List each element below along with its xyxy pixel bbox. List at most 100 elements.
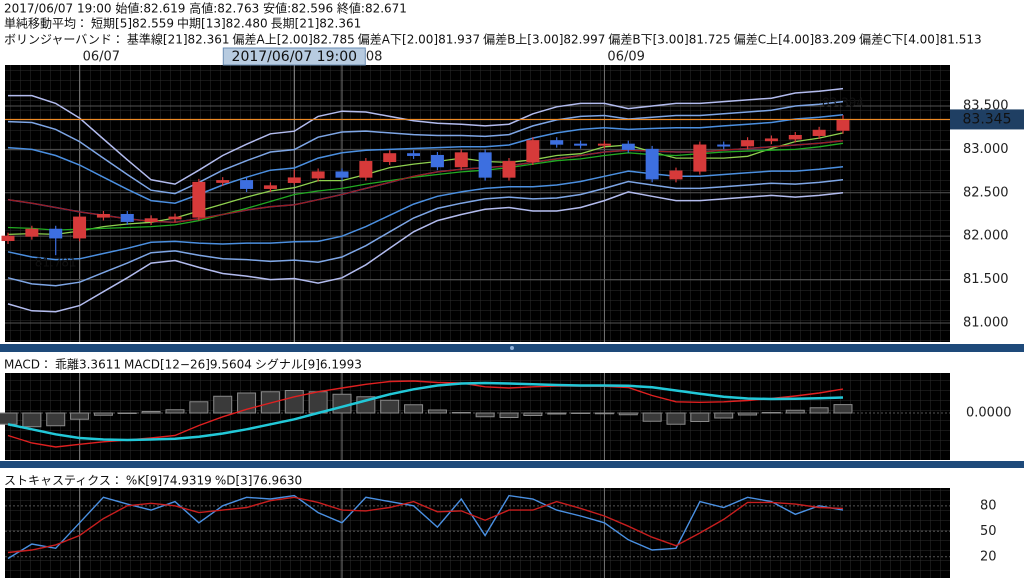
candle-body: [621, 143, 635, 150]
candle-body: [168, 216, 182, 220]
histogram-bar: [714, 412, 734, 419]
indicator-line: [7, 494, 844, 560]
legend-entry: 長期[21]82.361: [271, 17, 362, 31]
candle-body: [311, 171, 325, 179]
candle-body: [836, 118, 850, 131]
plot-grid-pattern: [5, 488, 950, 578]
bollinger-line: [7, 165, 844, 261]
y-tick-label: 20: [980, 549, 997, 564]
legend-title: 単純移動平均：: [4, 17, 88, 31]
histogram-bar: [523, 412, 543, 416]
candle-body: [717, 144, 731, 147]
legend-entry: 偏差C上[4.00]83.209: [734, 33, 856, 47]
x-tick-label: 06/09: [607, 50, 644, 65]
indicator-line: [7, 496, 844, 554]
candle-body: [144, 218, 158, 222]
y-tick-label: 82.000: [963, 229, 1009, 244]
legend-entry: 基準線[21]82.361: [127, 32, 230, 47]
candle-body: [502, 161, 516, 178]
histogram-bar: [761, 412, 781, 414]
histogram-bar: [809, 407, 829, 414]
cursor-label-box: [222, 47, 366, 66]
legend-entry: 短期[5]82.559: [91, 17, 174, 31]
candle-body: [788, 134, 802, 140]
histogram-bar: [642, 412, 662, 422]
legend-entry: 偏差B下[3.00]81.725: [608, 33, 730, 47]
candle-body: [25, 228, 39, 237]
bollinger-line: [8, 87, 844, 185]
panel-title: MACD：: [4, 358, 52, 372]
legend-entry: %D[3]76.9630: [215, 474, 302, 488]
candle-body: [359, 161, 373, 178]
histogram-bar: [618, 412, 638, 416]
histogram-bar: [666, 412, 686, 425]
candle-body: [216, 180, 230, 183]
legend-entry: %K[9]74.9319: [126, 474, 212, 488]
candle-body: [1, 235, 15, 242]
last-price-label: 83.345: [963, 111, 1012, 127]
legend-title: ボリンジャーバンド：: [4, 33, 124, 47]
candle-body: [407, 153, 421, 156]
candle-body: [192, 181, 206, 218]
candle-body: [764, 138, 778, 142]
histogram-bar: [499, 412, 519, 418]
price-annotation: 83.394: [822, 96, 864, 110]
candle-body: [550, 140, 564, 145]
candle-body: [478, 152, 492, 178]
histogram-bar: [141, 411, 161, 414]
bollinger-line: [7, 113, 844, 204]
histogram-bar: [22, 412, 42, 428]
histogram-bar: [93, 412, 113, 416]
panel-separator[interactable]: [0, 461, 1024, 468]
candle-body: [287, 177, 301, 183]
legend-entry: 偏差C下[4.00]81.513: [859, 33, 981, 47]
histogram-bar: [117, 412, 137, 414]
candle-body: [49, 228, 63, 239]
candle-body: [263, 185, 277, 189]
histogram-bar: [0, 412, 18, 425]
x-tick-label: 06/07: [83, 50, 120, 65]
legend-entry: 偏差B上[3.00]82.997: [483, 33, 605, 47]
legend-entry: 偏差A上[2.00]82.785: [233, 33, 355, 47]
histogram-bar: [690, 412, 710, 422]
histogram-bar: [284, 390, 304, 414]
legend-entry: MACD[12−26]9.5604: [124, 358, 252, 372]
histogram-bar: [165, 409, 185, 414]
histogram-bar: [571, 412, 591, 414]
candle-body: [669, 170, 683, 180]
candle-body: [812, 129, 826, 136]
price-annotation: 81.781: [35, 256, 77, 270]
y-tick-label: 80: [980, 498, 997, 513]
histogram-bar: [70, 412, 90, 420]
histogram-bar: [380, 399, 400, 414]
histogram-bar: [785, 409, 805, 414]
histogram-bar: [451, 412, 471, 414]
candle-body: [454, 152, 468, 168]
plot-grid-pattern: [5, 65, 950, 342]
candle-body: [96, 213, 110, 218]
y-tick-label: 0.0000: [966, 406, 1012, 421]
histogram-bar: [213, 395, 233, 414]
candle-body: [693, 144, 707, 172]
histogram-bar: [427, 409, 447, 414]
candle-body: [430, 154, 444, 168]
ohlc-header: 2017/06/07 19:00 始値:82.619 高値:82.763 安値:…: [4, 1, 407, 16]
legend-entry: 乖離3.3611: [55, 358, 121, 372]
y-tick-label: 83.000: [963, 142, 1009, 157]
legend-entry: 中期[13]82.480: [177, 16, 268, 31]
histogram-bar: [404, 404, 424, 414]
histogram-bar: [46, 412, 66, 427]
candle-body: [741, 140, 755, 147]
histogram-bar: [308, 391, 328, 414]
cursor-label: 2017/06/07 19:00: [232, 49, 358, 65]
y-tick-label: 81.500: [963, 272, 1009, 287]
y-tick-label: 50: [980, 524, 997, 539]
y-tick-label: 82.500: [963, 185, 1009, 200]
histogram-bar: [738, 412, 758, 416]
candle-body: [73, 216, 87, 239]
histogram-bar: [475, 412, 495, 418]
candle-body: [335, 171, 349, 178]
last-price-box: [950, 109, 1024, 130]
